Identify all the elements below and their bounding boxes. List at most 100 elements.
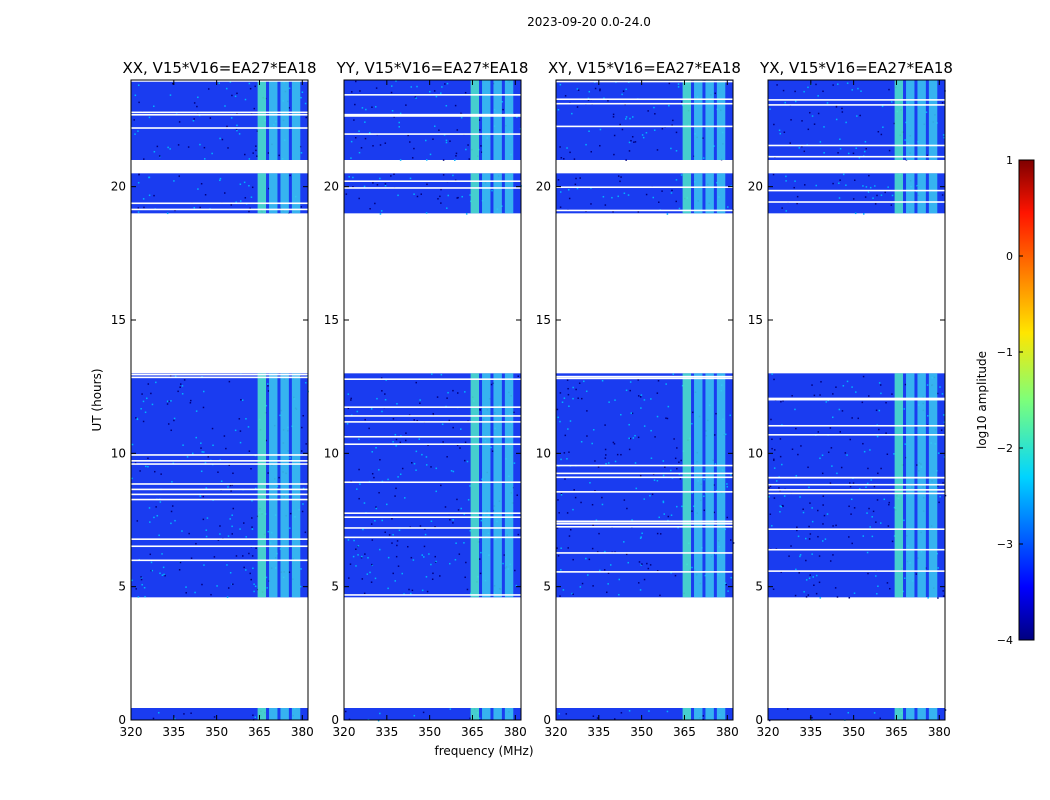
speckle xyxy=(937,485,939,487)
speckle xyxy=(181,393,184,395)
x-tick-label: 380 xyxy=(928,725,951,739)
speckle xyxy=(627,561,630,564)
flag-gap xyxy=(768,201,945,203)
speckle xyxy=(160,473,162,475)
speckle xyxy=(807,86,809,89)
speckle xyxy=(423,556,425,558)
speckle xyxy=(200,447,202,449)
speckle xyxy=(239,183,242,186)
speckle xyxy=(847,711,850,714)
speckle xyxy=(564,478,566,480)
speckle xyxy=(192,119,195,122)
speckle xyxy=(174,209,176,212)
band-stripe xyxy=(504,708,514,720)
x-tick-label: 335 xyxy=(587,725,610,739)
speckle xyxy=(732,542,735,544)
speckle xyxy=(713,145,715,147)
speckle xyxy=(137,130,139,132)
x-tick-label: 365 xyxy=(248,725,271,739)
speckle xyxy=(656,149,659,151)
flag-gap xyxy=(556,523,733,525)
speckle xyxy=(256,130,259,132)
speckle xyxy=(618,578,621,581)
speckle xyxy=(267,472,269,474)
speckle xyxy=(848,536,850,538)
band-stripe xyxy=(906,173,915,214)
speckle xyxy=(459,447,461,449)
speckle xyxy=(288,571,291,573)
speckle xyxy=(370,408,373,410)
speckle xyxy=(358,468,360,471)
speckle xyxy=(585,390,588,393)
speckle xyxy=(254,85,256,88)
speckle xyxy=(231,525,233,528)
speckle xyxy=(628,710,631,712)
speckle xyxy=(196,105,198,108)
speckle xyxy=(395,487,397,490)
speckle xyxy=(853,592,856,594)
speckle xyxy=(352,176,354,179)
band-stripe xyxy=(482,80,491,160)
speckle xyxy=(421,589,424,592)
colorbar: 1 0 −1 −2 −3 −4 log10 amplitude xyxy=(975,154,1035,647)
speckle xyxy=(167,146,169,149)
speckle xyxy=(817,431,820,433)
speckle xyxy=(217,539,220,541)
speckle xyxy=(449,140,451,142)
speckle xyxy=(730,474,732,476)
speckle xyxy=(465,148,467,151)
speckle xyxy=(349,563,352,565)
band-stripe xyxy=(928,173,938,214)
speckle xyxy=(811,553,813,555)
speckle xyxy=(674,574,677,577)
speckle xyxy=(862,375,865,378)
speckle xyxy=(371,451,373,453)
speckle xyxy=(350,397,352,400)
speckle xyxy=(863,450,866,453)
speckle xyxy=(796,526,798,528)
speckle xyxy=(432,138,434,140)
speckle xyxy=(840,466,843,469)
speckle xyxy=(203,451,205,453)
speckle xyxy=(440,202,442,204)
panel-frame xyxy=(130,79,309,721)
speckle xyxy=(416,195,419,198)
speckle xyxy=(643,399,646,401)
speckle xyxy=(661,190,663,192)
speckle xyxy=(780,400,782,403)
speckle xyxy=(866,512,868,514)
y-tick-label: 10 xyxy=(536,446,551,460)
speckle xyxy=(568,197,571,200)
speckle xyxy=(872,510,875,513)
speckle xyxy=(653,106,655,109)
speckle xyxy=(799,496,801,498)
speckle xyxy=(401,572,404,575)
speckle xyxy=(673,438,675,440)
speckle xyxy=(837,83,839,85)
flag-gap xyxy=(344,421,521,423)
speckle xyxy=(445,141,448,144)
speckle xyxy=(569,151,571,154)
speckle xyxy=(247,426,250,428)
speckle xyxy=(839,179,841,181)
speckle xyxy=(419,402,421,405)
speckle xyxy=(796,529,798,532)
x-tick-label: 350 xyxy=(630,725,653,739)
speckle xyxy=(893,506,896,509)
band-stripe xyxy=(493,80,502,160)
speckle xyxy=(566,147,568,149)
speckle xyxy=(594,460,596,462)
speckle xyxy=(219,179,221,182)
speckle xyxy=(574,183,577,186)
speckle xyxy=(229,572,232,574)
speckle xyxy=(849,485,852,488)
speckle xyxy=(885,432,887,434)
speckle xyxy=(812,576,814,578)
flag-gap xyxy=(768,492,945,495)
speckle xyxy=(589,482,591,484)
speckle xyxy=(817,509,819,512)
speckle xyxy=(569,528,572,531)
speckle xyxy=(390,175,392,177)
speckle xyxy=(846,380,849,383)
speckle xyxy=(581,397,583,400)
